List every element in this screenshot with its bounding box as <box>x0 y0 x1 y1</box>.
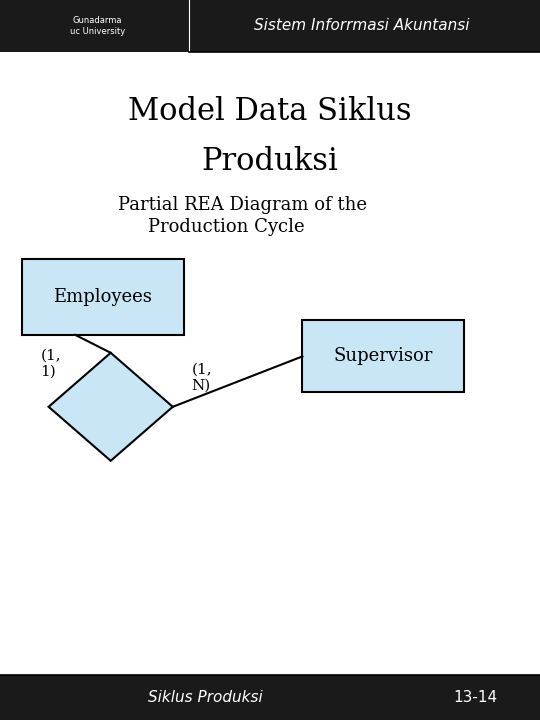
Text: (1,
N): (1, N) <box>192 363 212 393</box>
Text: (1,
1): (1, 1) <box>40 348 61 379</box>
Text: Gunadarma
uc University: Gunadarma uc University <box>70 17 125 35</box>
Text: Model Data Siklus: Model Data Siklus <box>128 96 412 127</box>
Bar <box>0 675 540 720</box>
Text: Sistem Inforrmasi Akuntansi: Sistem Inforrmasi Akuntansi <box>254 19 470 33</box>
Text: Partial REA Diagram of the: Partial REA Diagram of the <box>118 197 368 215</box>
Bar <box>302 320 464 392</box>
Text: Employees: Employees <box>53 288 152 306</box>
Text: Supervisor: Supervisor <box>334 347 433 365</box>
Bar <box>22 259 184 335</box>
Text: Produksi: Produksi <box>201 146 339 178</box>
Text: Production Cycle: Production Cycle <box>148 217 305 235</box>
Bar <box>0 0 540 52</box>
Text: Siklus Produksi: Siklus Produksi <box>148 690 262 705</box>
Polygon shape <box>49 353 173 461</box>
Text: 13-14: 13-14 <box>453 690 497 705</box>
